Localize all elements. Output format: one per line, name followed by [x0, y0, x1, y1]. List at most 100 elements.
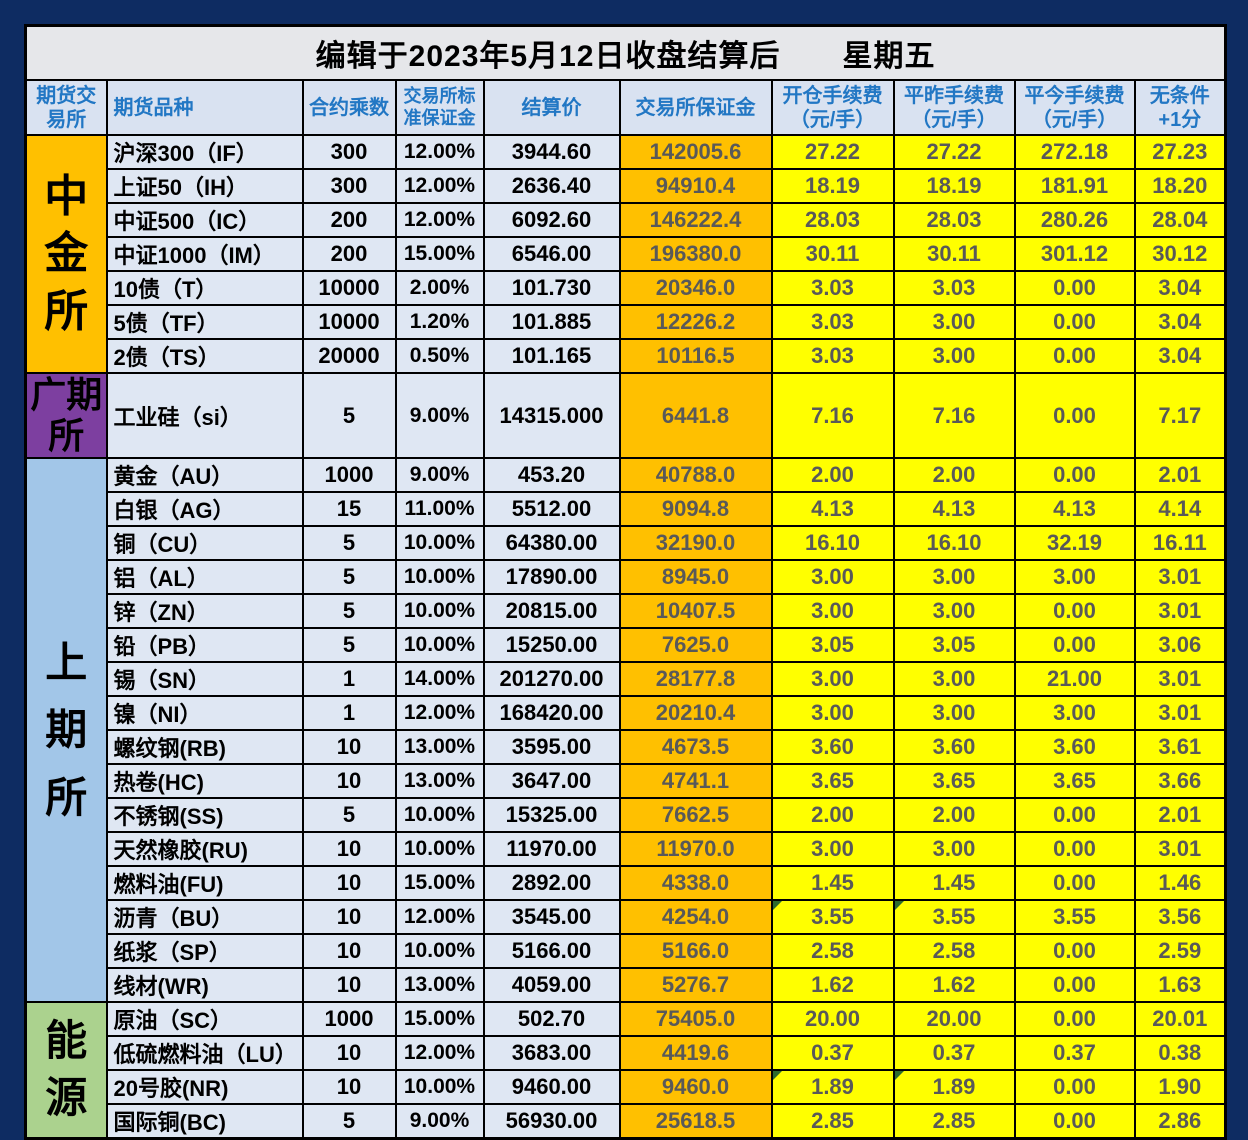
margin-rate-cell: 10.00%	[394, 797, 485, 833]
margin-rate-cell: 9.00%	[394, 372, 485, 459]
table-row: 铜（CU） 5 10.00% 64380.00 32190.0 16.10 16.10 32.…	[26, 525, 1227, 561]
open-fee-cell: 1.62	[770, 967, 895, 1003]
open-fee-cell: 0.37	[770, 1035, 895, 1071]
table-row: 铅（PB） 5 10.00% 15250.00 7625.0 3.05 3.05 0.00 3.…	[26, 627, 1227, 663]
close-today-fee-cell: 3.65	[1013, 763, 1136, 799]
exchange-margin-cell: 146222.4	[618, 202, 773, 238]
close-yesterday-fee-cell: 27.22	[892, 134, 1016, 170]
exchange-margin-cell: 10407.5	[618, 593, 773, 629]
settle-cell: 6092.60	[482, 202, 621, 238]
close-today-fee-cell: 3.55	[1013, 899, 1136, 935]
plus-one-cell: 1.63	[1133, 967, 1227, 1003]
open-fee-cell: 3.03	[770, 270, 895, 306]
close-yesterday-fee-cell: 3.00	[892, 831, 1016, 867]
settle-cell: 6546.00	[482, 236, 621, 272]
section-label-ine: 能源	[24, 1001, 108, 1140]
close-yesterday-fee-cell: 3.65	[892, 763, 1016, 799]
open-fee-cell: 3.00	[770, 661, 895, 697]
close-today-fee-cell: 0.00	[1013, 831, 1136, 867]
multiplier-cell: 10	[301, 967, 397, 1003]
open-fee-cell: 3.00	[770, 831, 895, 867]
exchange-margin-cell: 142005.6	[618, 134, 773, 170]
plus-one-cell: 3.01	[1133, 661, 1227, 697]
product-cell: 20号胶(NR)	[105, 1069, 304, 1105]
margin-rate-cell: 10.00%	[394, 933, 485, 969]
product-cell: 中证500（IC）	[105, 202, 304, 238]
settle-cell: 2636.40	[482, 168, 621, 204]
multiplier-cell: 10	[301, 899, 397, 935]
open-fee-cell: 3.00	[770, 593, 895, 629]
title-row: 编辑于2023年5月12日收盘结算后 星期五	[24, 24, 1227, 81]
close-yesterday-fee-cell: 3.00	[892, 593, 1016, 629]
multiplier-cell: 10	[301, 1035, 397, 1071]
exchange-margin-cell: 7662.5	[618, 797, 773, 833]
plus-one-cell: 2.86	[1133, 1103, 1227, 1140]
plus-one-cell: 7.17	[1133, 372, 1227, 459]
multiplier-cell: 300	[301, 134, 397, 170]
settle-cell: 17890.00	[482, 559, 621, 595]
settle-cell: 20815.00	[482, 593, 621, 629]
open-fee-cell: 3.05	[770, 627, 895, 663]
multiplier-cell: 10000	[301, 304, 397, 340]
table-row: 上期所 黄金（AU） 1000 9.00% 453.20 40788.0 2.00 2.00 0…	[24, 457, 1227, 1003]
margin-rate-cell: 12.00%	[394, 1035, 485, 1071]
settle-cell: 502.70	[482, 1001, 621, 1037]
close-yesterday-fee-cell: 3.00	[892, 695, 1016, 731]
col-header-open-fee: 开仓手续费 （元/手）	[770, 79, 895, 136]
exchange-margin-cell: 20346.0	[618, 270, 773, 306]
table-row: 铝（AL） 5 10.00% 17890.00 8945.0 3.00 3.00 3.00 3.…	[26, 559, 1227, 595]
col-header-product: 期货品种	[105, 79, 304, 136]
close-yesterday-fee-cell: 3.00	[892, 661, 1016, 697]
table-row: 中证1000（IM） 200 15.00% 6546.00 196380.0 30.11 3…	[26, 236, 1227, 272]
exchange-margin-cell: 25618.5	[618, 1103, 773, 1140]
close-yesterday-fee-cell: 0.37	[892, 1035, 1016, 1071]
plus-one-cell: 2.01	[1133, 457, 1227, 493]
exchange-margin-cell: 4741.1	[618, 763, 773, 799]
table-row: 线材(WR) 10 13.00% 4059.00 5276.7 1.62 1.62 0.00 1…	[26, 967, 1227, 1003]
exchange-margin-cell: 40788.0	[618, 457, 773, 493]
product-cell: 工业硅（si）	[105, 372, 304, 459]
close-yesterday-fee-cell: 3.00	[892, 338, 1016, 374]
margin-rate-cell: 10.00%	[394, 525, 485, 561]
close-yesterday-fee-cell: 16.10	[892, 525, 1016, 561]
table-row: 中证500（IC） 200 12.00% 6092.60 146222.4 28.03 28…	[26, 202, 1227, 238]
settle-cell: 201270.00	[482, 661, 621, 697]
fees-table-frame: 编辑于2023年5月12日收盘结算后 星期五 期货交 易所 期货品种 合约乘数 …	[24, 24, 1228, 1140]
close-today-fee-cell: 0.00	[1013, 372, 1136, 459]
open-fee-cell: 20.00	[770, 1001, 895, 1037]
plus-one-cell: 1.90	[1133, 1069, 1227, 1105]
margin-rate-cell: 1.20%	[394, 304, 485, 340]
settle-cell: 3944.60	[482, 134, 621, 170]
open-fee-cell: 3.03	[770, 304, 895, 340]
table-row: 镍（NI） 1 12.00% 168420.00 20210.4 3.00 3.00 3.00…	[26, 695, 1227, 731]
close-yesterday-fee-cell: 3.60	[892, 729, 1016, 765]
product-cell: 锌（ZN）	[105, 593, 304, 629]
multiplier-cell: 1	[301, 695, 397, 731]
open-fee-cell: 3.00	[770, 559, 895, 595]
close-yesterday-fee-cell: 2.85	[892, 1103, 1016, 1140]
exchange-margin-cell: 4254.0	[618, 899, 773, 935]
exchange-margin-cell: 5276.7	[618, 967, 773, 1003]
table-row: 沥青（BU） 10 12.00% 3545.00 4254.0 3.55 3.55 3.55 3…	[26, 899, 1227, 935]
close-yesterday-fee-cell: 3.55	[892, 899, 1016, 935]
section-label-shfe: 上期所	[24, 457, 108, 1003]
product-cell: 不锈钢(SS)	[105, 797, 304, 833]
table-row: 燃料油(FU) 10 15.00% 2892.00 4338.0 1.45 1.45 0.00…	[26, 865, 1227, 901]
close-today-fee-cell: 32.19	[1013, 525, 1136, 561]
plus-one-cell: 16.11	[1133, 525, 1227, 561]
multiplier-cell: 10	[301, 831, 397, 867]
table-row: 广期所 工业硅（si） 5 9.00% 14315.000 6441.8 7.16 7.16 0…	[24, 372, 1227, 459]
table-row: 锡（SN） 1 14.00% 201270.00 28177.8 3.00 3.00 21.0…	[26, 661, 1227, 697]
plus-one-cell: 3.04	[1133, 338, 1227, 374]
open-fee-cell: 3.60	[770, 729, 895, 765]
exchange-margin-cell: 11970.0	[618, 831, 773, 867]
multiplier-cell: 5	[301, 372, 397, 459]
close-yesterday-fee-cell: 28.03	[892, 202, 1016, 238]
table-row: 天然橡胶(RU) 10 10.00% 11970.00 11970.0 3.00 3.00 0…	[26, 831, 1227, 867]
product-cell: 沪深300（IF）	[105, 134, 304, 170]
open-fee-cell: 3.55	[770, 899, 895, 935]
col-header-close-today-fee: 平今手续费 （元/手）	[1013, 79, 1136, 136]
margin-rate-cell: 12.00%	[394, 202, 485, 238]
multiplier-cell: 300	[301, 168, 397, 204]
multiplier-cell: 1000	[301, 457, 397, 493]
